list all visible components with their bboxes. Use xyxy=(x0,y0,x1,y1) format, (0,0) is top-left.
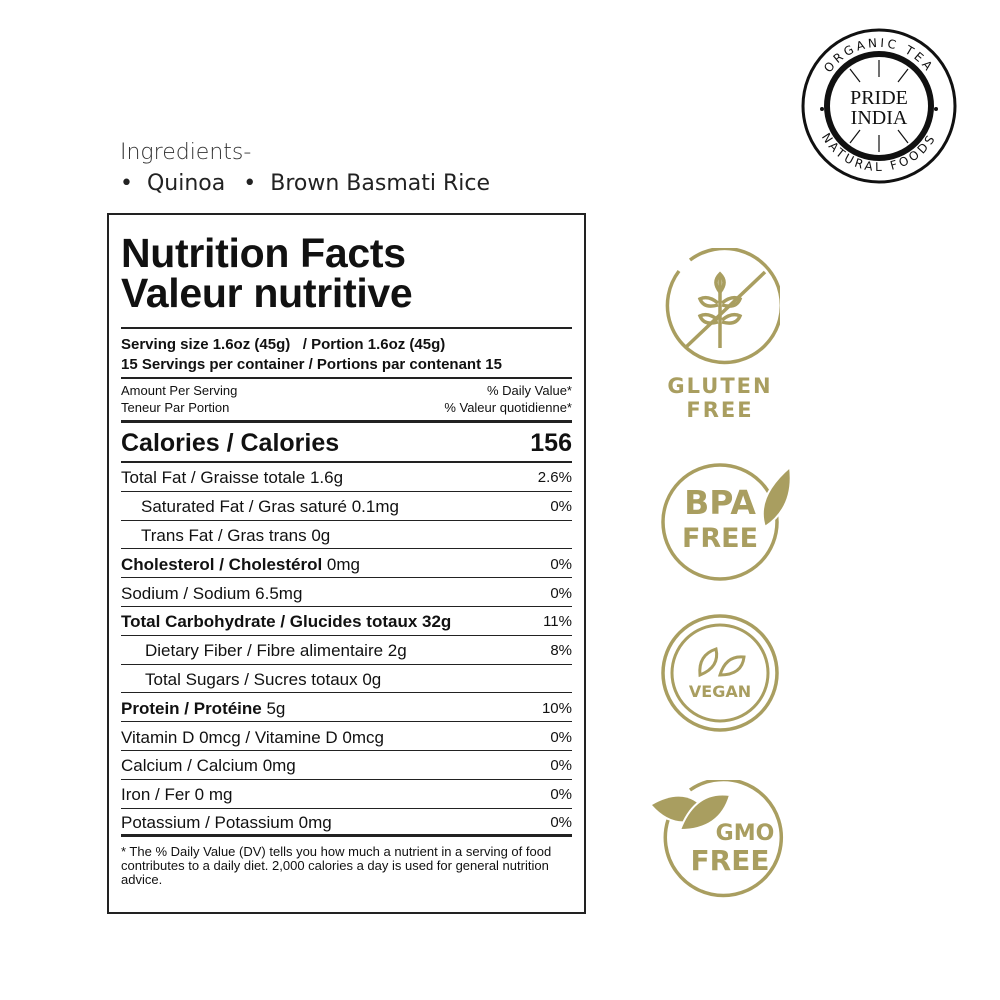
nutrient-daily-value: 10% xyxy=(541,699,572,717)
nutrient-daily-value: 11% xyxy=(543,613,572,631)
nutrient-row: Potassium / Potassium 0mg 0% xyxy=(121,809,572,838)
gluten-free-label: GLUTEN FREE xyxy=(667,374,773,422)
nutrient-label: Potassium / Potassium 0mg xyxy=(121,812,332,832)
nutrient-row: Total Carbohydrate / Glucides totaux 32g… xyxy=(121,607,572,636)
footnote: * The % Daily Value (DV) tells you how m… xyxy=(121,844,552,888)
nutrient-label: Calcium / Calcium 0mg xyxy=(121,756,296,776)
gluten-free-icon xyxy=(665,248,780,365)
bpa-free-icon xyxy=(661,463,792,581)
serving-info: Serving size 1.6oz (45g) / Portion 1.6oz… xyxy=(121,336,502,373)
ingredients-list: • Quinoa • Brown Basmati Rice xyxy=(120,171,490,196)
ingredient-item: • Brown Basmati Rice xyxy=(243,171,490,196)
calories-row: Calories / Calories 156 xyxy=(121,429,572,457)
title-fr: Valeur nutritive xyxy=(121,270,413,316)
gmo-free-icon xyxy=(652,780,784,898)
nutrient-label: Sodium / Sodium 6.5mg xyxy=(121,583,303,603)
nutrition-facts-panel: Nutrition Facts Valeur nutritive Serving… xyxy=(107,213,586,914)
nutrient-label: Vitamin D 0mcg / Vitamine D 0mcg xyxy=(121,727,384,747)
nutrient-row: Calcium / Calcium 0mg 0% xyxy=(121,751,572,780)
nutrient-daily-value: 0% xyxy=(550,728,572,746)
bpa-free-label: BPA FREE xyxy=(681,483,759,555)
nutrient-label: Trans Fat / Gras trans 0g xyxy=(141,525,331,545)
nutrient-daily-value: 0% xyxy=(550,757,572,775)
ingredient-item: • Quinoa xyxy=(120,171,226,196)
vegan-icon xyxy=(661,614,779,732)
ingredients-title: Ingredients- xyxy=(120,140,252,165)
nutrient-label: Total Carbohydrate / Glucides totaux 32g xyxy=(121,612,452,632)
nutrient-row: Vitamin D 0mcg / Vitamine D 0mcg 0% xyxy=(121,722,572,751)
nutrient-label: Protein / Protéine 5g xyxy=(121,698,286,718)
title-en: Nutrition Facts xyxy=(121,230,406,276)
svg-text:PRIDE: PRIDE xyxy=(850,87,908,109)
nutrient-row: Cholesterol / Cholestérol 0mg 0% xyxy=(121,549,572,579)
pride-of-india-logo: ORGANIC TEA NATURAL FOODS PRIDE INDIA xyxy=(801,28,957,184)
nutrient-daily-value: 0% xyxy=(550,584,572,602)
nutrient-label: Total Sugars / Sucres totaux 0g xyxy=(145,669,382,689)
nutrient-row: Total Sugars / Sucres totaux 0g xyxy=(121,665,572,694)
nutrient-row: Trans Fat / Gras trans 0g xyxy=(121,521,572,550)
nutrient-daily-value: 0% xyxy=(550,555,572,573)
nutrient-daily-value: 8% xyxy=(550,642,572,660)
nutrient-daily-value: 2.6% xyxy=(537,469,572,487)
nutrient-label: Cholesterol / Cholestérol 0mg xyxy=(121,554,360,574)
nutrient-daily-value: 0% xyxy=(550,813,572,831)
nutrient-row: Sodium / Sodium 6.5mg 0% xyxy=(121,578,572,607)
nutrient-row: Iron / Fer 0 mg 0% xyxy=(121,780,572,809)
vegan-label: VEGAN xyxy=(688,682,752,701)
nutrient-label: Total Fat / Graisse totale 1.6g xyxy=(121,468,344,488)
nutrient-row: Dietary Fiber / Fibre alimentaire 2g 8% xyxy=(121,636,572,665)
nutrient-row: Saturated Fat / Gras saturé 0.1mg 0% xyxy=(121,492,572,521)
svg-text:INDIA: INDIA xyxy=(851,107,908,129)
nutrient-label: Saturated Fat / Gras saturé 0.1mg xyxy=(141,497,399,517)
nutrient-daily-value: 0% xyxy=(550,786,572,804)
nutrient-row: Total Fat / Graisse totale 1.6g 2.6% xyxy=(121,463,572,492)
nutrient-label: Dietary Fiber / Fibre alimentaire 2g xyxy=(145,641,407,661)
amount-header: Amount Per Serving Teneur Par Portion % D… xyxy=(121,383,572,415)
nutrient-daily-value: 0% xyxy=(550,498,572,516)
gmo-free-label: GMO FREE xyxy=(690,821,775,877)
nutrient-row: Protein / Protéine 5g 10% xyxy=(121,693,572,723)
nutrient-label: Iron / Fer 0 mg xyxy=(121,785,233,805)
